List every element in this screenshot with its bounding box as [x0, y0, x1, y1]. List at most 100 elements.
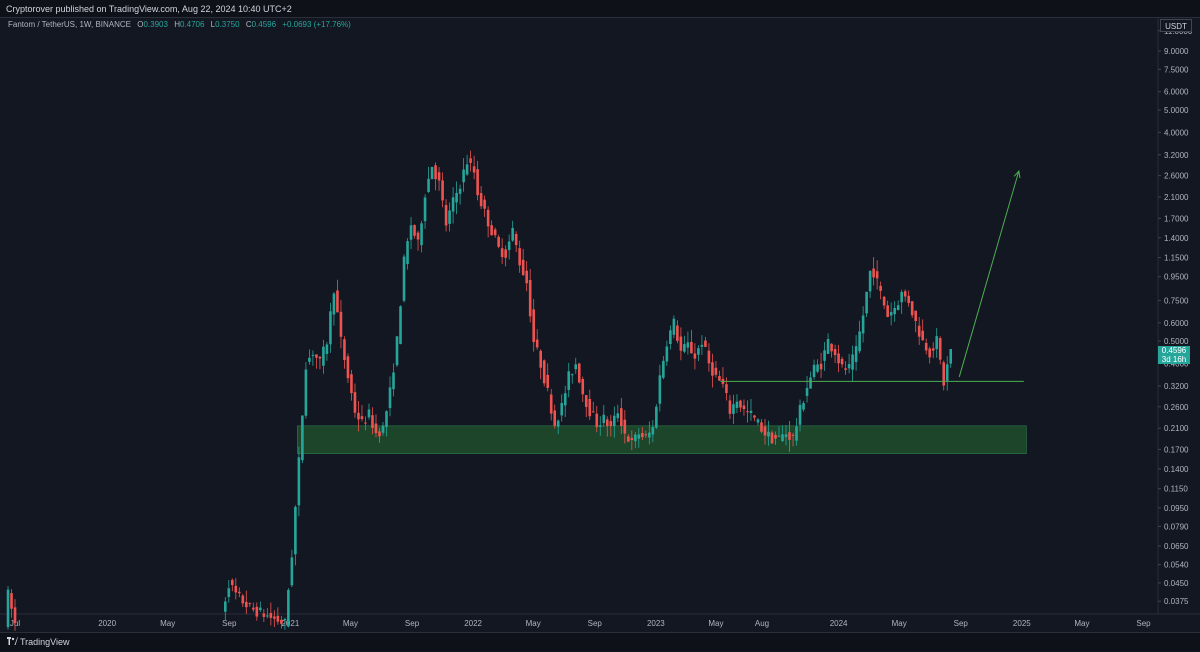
close-label: C: [245, 20, 252, 29]
candle-body: [392, 372, 395, 390]
time-tick-label: May: [708, 619, 723, 628]
candle-body: [697, 348, 700, 355]
candle-body: [938, 338, 942, 360]
candle-body: [823, 350, 826, 361]
candle-body: [427, 178, 430, 193]
candle-body: [598, 425, 602, 427]
candle-body: [935, 336, 939, 350]
candle-body: [875, 271, 879, 279]
candle-body: [451, 197, 455, 212]
candle-body: [830, 343, 833, 352]
candle-body: [504, 249, 507, 258]
candle-body: [903, 291, 907, 297]
time-tick-label: Sep: [954, 619, 969, 628]
candle-body: [679, 336, 683, 351]
candle-body: [693, 353, 697, 359]
candle-body: [294, 506, 297, 555]
candle-body: [795, 426, 798, 441]
candle-body: [518, 248, 521, 266]
price-tick-label: 0.1400: [1164, 465, 1189, 474]
candle-body: [399, 306, 402, 345]
candle-body: [493, 229, 497, 236]
candle-body: [816, 364, 819, 372]
time-tick-label: Aug: [755, 619, 769, 628]
candle-body: [549, 394, 553, 414]
candle-body: [788, 432, 791, 440]
candle-body: [444, 205, 448, 226]
candle-body: [900, 291, 903, 303]
price-tick-label: 7.5000: [1164, 65, 1189, 74]
candle-body: [942, 362, 946, 386]
candle-body: [662, 360, 665, 378]
candle-body: [644, 434, 648, 436]
price-tick-label: 0.2100: [1164, 424, 1189, 433]
publisher-text: Cryptorover published on TradingView.com…: [6, 4, 292, 14]
candle-body: [539, 350, 543, 368]
candle-body: [665, 346, 669, 362]
candle-body: [774, 434, 777, 439]
time-tick-label: Sep: [222, 619, 237, 628]
candle-body: [651, 427, 655, 435]
candle-body: [378, 431, 381, 437]
candle-body: [756, 419, 760, 423]
candle-body: [388, 387, 392, 409]
time-tick-label: May: [1074, 619, 1089, 628]
candle-body: [879, 285, 882, 291]
symbol-legend: Fantom / TetherUS, 1W, BINANCE O0.3903 H…: [8, 19, 355, 31]
candle-body: [602, 414, 606, 424]
candle-body: [770, 432, 774, 444]
candle-body: [605, 419, 609, 427]
candle-body: [350, 374, 353, 394]
time-tick-label: Sep: [405, 619, 420, 628]
price-tick-label: 0.0375: [1164, 597, 1189, 606]
candle-body: [700, 344, 704, 347]
candle-body: [704, 340, 707, 347]
price-tick-label: 0.7500: [1164, 296, 1189, 305]
candle-body: [889, 312, 893, 316]
footer-brand[interactable]: TradingView: [20, 637, 70, 647]
candle-body: [234, 585, 238, 593]
candle-body: [728, 400, 732, 414]
candle-body: [371, 415, 374, 428]
candle-body: [658, 375, 662, 404]
candle-body: [763, 426, 767, 436]
time-tick-label: May: [160, 619, 175, 628]
time-tick-label: May: [892, 619, 907, 628]
symbol-name: Fantom / TetherUS, 1W, BINANCE: [8, 20, 132, 29]
candle-body: [767, 431, 770, 437]
candle-body: [924, 342, 928, 351]
time-tick-label: Sep: [588, 619, 603, 628]
candle-body: [535, 339, 539, 348]
close-value: 0.4596: [251, 20, 277, 29]
candle-body: [353, 392, 357, 413]
tradingview-logo-icon[interactable]: [7, 636, 18, 646]
candle-body: [311, 354, 315, 356]
candle-body: [542, 360, 546, 384]
candle-body: [802, 403, 805, 410]
candle-body: [868, 270, 872, 292]
candle-body: [455, 192, 458, 203]
candlestick-chart[interactable]: 11.00009.00007.50006.00005.00004.00003.2…: [0, 18, 1200, 632]
candle-body: [437, 172, 441, 181]
price-tick-label: 0.5000: [1164, 337, 1189, 346]
candle-body: [255, 606, 259, 617]
candle-body: [588, 398, 592, 417]
candle-body: [469, 158, 472, 163]
candle-body: [231, 579, 234, 586]
candle-body: [707, 350, 711, 364]
candle-body: [655, 406, 658, 428]
candle-body: [686, 342, 690, 348]
candle-body: [325, 344, 329, 354]
currency-label[interactable]: USDT: [1160, 19, 1192, 32]
candle-body: [865, 291, 868, 314]
price-tick-label: 2.6000: [1164, 172, 1189, 181]
candle-body: [546, 374, 550, 388]
candle-body: [777, 435, 781, 437]
candle-body: [420, 223, 423, 246]
candle-body: [406, 241, 409, 265]
candle-body: [381, 425, 385, 433]
candle-body: [266, 615, 269, 617]
candle-body: [854, 346, 858, 363]
candle-body: [273, 616, 276, 619]
open-value: 0.3903: [143, 20, 168, 29]
